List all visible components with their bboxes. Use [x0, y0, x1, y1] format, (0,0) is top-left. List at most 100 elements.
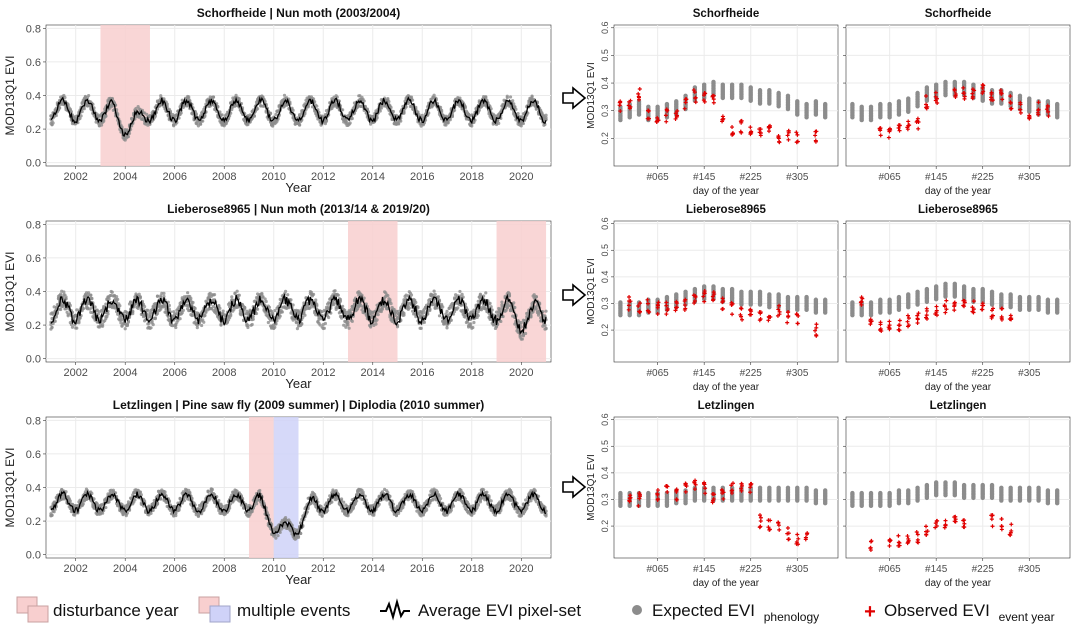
x-tick-label: 2012 — [311, 563, 335, 575]
data-point — [497, 121, 501, 125]
x-tick-label: 2006 — [162, 563, 186, 575]
data-point — [59, 307, 63, 312]
data-point — [99, 123, 104, 127]
data-point — [291, 108, 295, 112]
data-point — [149, 326, 153, 330]
y-tick-label: 0.6 — [26, 253, 41, 265]
data-point — [178, 317, 182, 321]
x-tick-label: 2010 — [262, 171, 286, 183]
data-point — [126, 134, 131, 139]
data-point — [210, 487, 214, 492]
data-point — [521, 121, 526, 126]
data-point — [314, 298, 318, 302]
data-point — [201, 119, 205, 123]
data-point — [254, 311, 259, 316]
data-point — [460, 292, 464, 296]
data-point — [162, 97, 166, 101]
data-point — [322, 326, 326, 330]
data-point — [386, 294, 390, 298]
data-point — [508, 95, 513, 99]
data-point — [90, 296, 94, 300]
chart-title: Schorfheide | Nun moth (2003/2004) — [197, 6, 400, 20]
y-tick-label: 0.0 — [26, 158, 41, 170]
data-point — [505, 94, 509, 98]
data-point — [77, 321, 81, 325]
data-point — [456, 306, 460, 310]
disturbance-band — [100, 25, 150, 166]
data-point — [107, 500, 111, 504]
data-point — [346, 514, 350, 518]
data-point — [387, 99, 391, 104]
x-tick-label: 2002 — [63, 367, 87, 379]
data-point — [315, 104, 319, 108]
data-point — [165, 102, 169, 106]
data-point — [162, 291, 166, 296]
data-point — [386, 97, 390, 101]
data-point — [330, 500, 334, 504]
data-point — [355, 499, 359, 503]
data-point — [220, 504, 224, 509]
data-point — [484, 291, 488, 295]
y-tick-label: 0.0 — [26, 354, 41, 366]
y-tick-label: 0.8 — [26, 23, 41, 35]
x-tick-label: 2020 — [509, 367, 533, 379]
data-point — [544, 327, 548, 331]
data-point — [191, 300, 195, 305]
x-tick-label: 2016 — [410, 367, 434, 379]
x-tick-label: 2012 — [311, 171, 335, 183]
y-axis-label: MOD13Q1 EVI — [3, 55, 17, 135]
data-point — [452, 108, 457, 112]
data-point — [283, 289, 288, 294]
data-point — [458, 289, 462, 294]
data-point — [219, 323, 223, 327]
data-point — [118, 304, 122, 308]
data-point — [106, 312, 110, 316]
data-point — [258, 488, 262, 493]
data-point — [544, 309, 548, 313]
y-tick-label: 0.4 — [26, 91, 41, 103]
data-point — [512, 301, 516, 305]
disturbance-band — [348, 221, 398, 362]
data-point — [283, 516, 288, 520]
y-tick-label: 0.8 — [26, 415, 41, 427]
data-point — [102, 119, 106, 123]
data-point — [254, 502, 259, 506]
data-point — [523, 331, 528, 336]
data-point — [435, 306, 439, 310]
x-tick-label: 2006 — [162, 367, 186, 379]
data-point — [186, 291, 190, 295]
data-point — [78, 116, 82, 120]
x-tick-label: 2016 — [410, 171, 434, 183]
x-tick-label: 2008 — [212, 367, 236, 379]
y-axis-label: MOD13Q1 EVI — [3, 251, 17, 331]
data-point — [250, 322, 254, 327]
y-tick-label: 0.0 — [26, 550, 41, 562]
data-point — [237, 293, 241, 297]
data-point — [375, 318, 379, 322]
data-point — [193, 306, 197, 311]
data-point — [336, 293, 340, 297]
data-point — [520, 337, 524, 341]
x-axis-label: Year — [285, 376, 312, 391]
data-point — [432, 93, 436, 97]
x-tick-label: 2006 — [162, 171, 186, 183]
ts-lieberose: 2002 2004 2006 2008 2010 2012 2014 2016 2018 2020… — [3, 202, 552, 391]
data-point — [420, 312, 424, 316]
data-point — [198, 122, 203, 126]
data-point — [341, 108, 345, 112]
data-point — [153, 114, 157, 118]
data-point — [256, 307, 260, 311]
data-point — [116, 297, 120, 301]
data-point — [433, 292, 437, 296]
disturbance-band — [248, 417, 274, 558]
data-point — [104, 505, 108, 510]
data-point — [116, 112, 120, 116]
data-point — [62, 290, 66, 294]
data-point — [202, 320, 206, 324]
data-point — [428, 308, 432, 313]
data-point — [350, 116, 354, 121]
data-point — [350, 319, 354, 323]
data-point — [125, 323, 129, 328]
x-tick-label: 2010 — [262, 367, 286, 379]
data-point — [436, 295, 441, 299]
